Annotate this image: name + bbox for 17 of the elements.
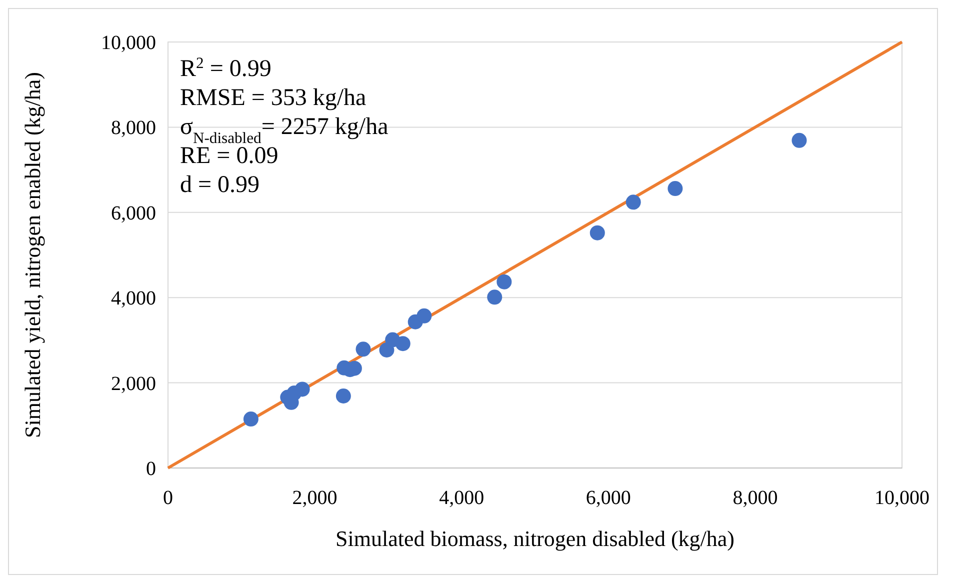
x-axis-title: Simulated biomass, nitrogen disabled (kg/ha)	[336, 526, 734, 551]
y-tick-label: 2,000	[111, 372, 156, 395]
x-tick-label: 4,000	[439, 487, 484, 509]
y-tick-label: 6,000	[111, 202, 156, 224]
x-tick-label: 2,000	[292, 487, 338, 509]
x-tick-label: 10,000	[874, 487, 930, 509]
x-tick-label: 0	[163, 487, 173, 509]
x-tick-label: 6,000	[586, 487, 631, 509]
y-axis-title: Simulated yield, nitrogen enabled (kg/ha)	[20, 72, 45, 438]
y-tick-label: 8,000	[111, 117, 156, 140]
y-tick-label: 10,000	[101, 32, 156, 54]
annotation: RMSE = 353 kg/ha	[180, 85, 367, 111]
x-tick-label: 8,000	[732, 487, 778, 509]
y-tick-label: 0	[146, 458, 156, 480]
annotation: R$^{2}$ = 0.99	[180, 54, 272, 82]
annotation: d = 0.99	[180, 172, 260, 198]
y-tick-label: 4,000	[111, 288, 156, 310]
